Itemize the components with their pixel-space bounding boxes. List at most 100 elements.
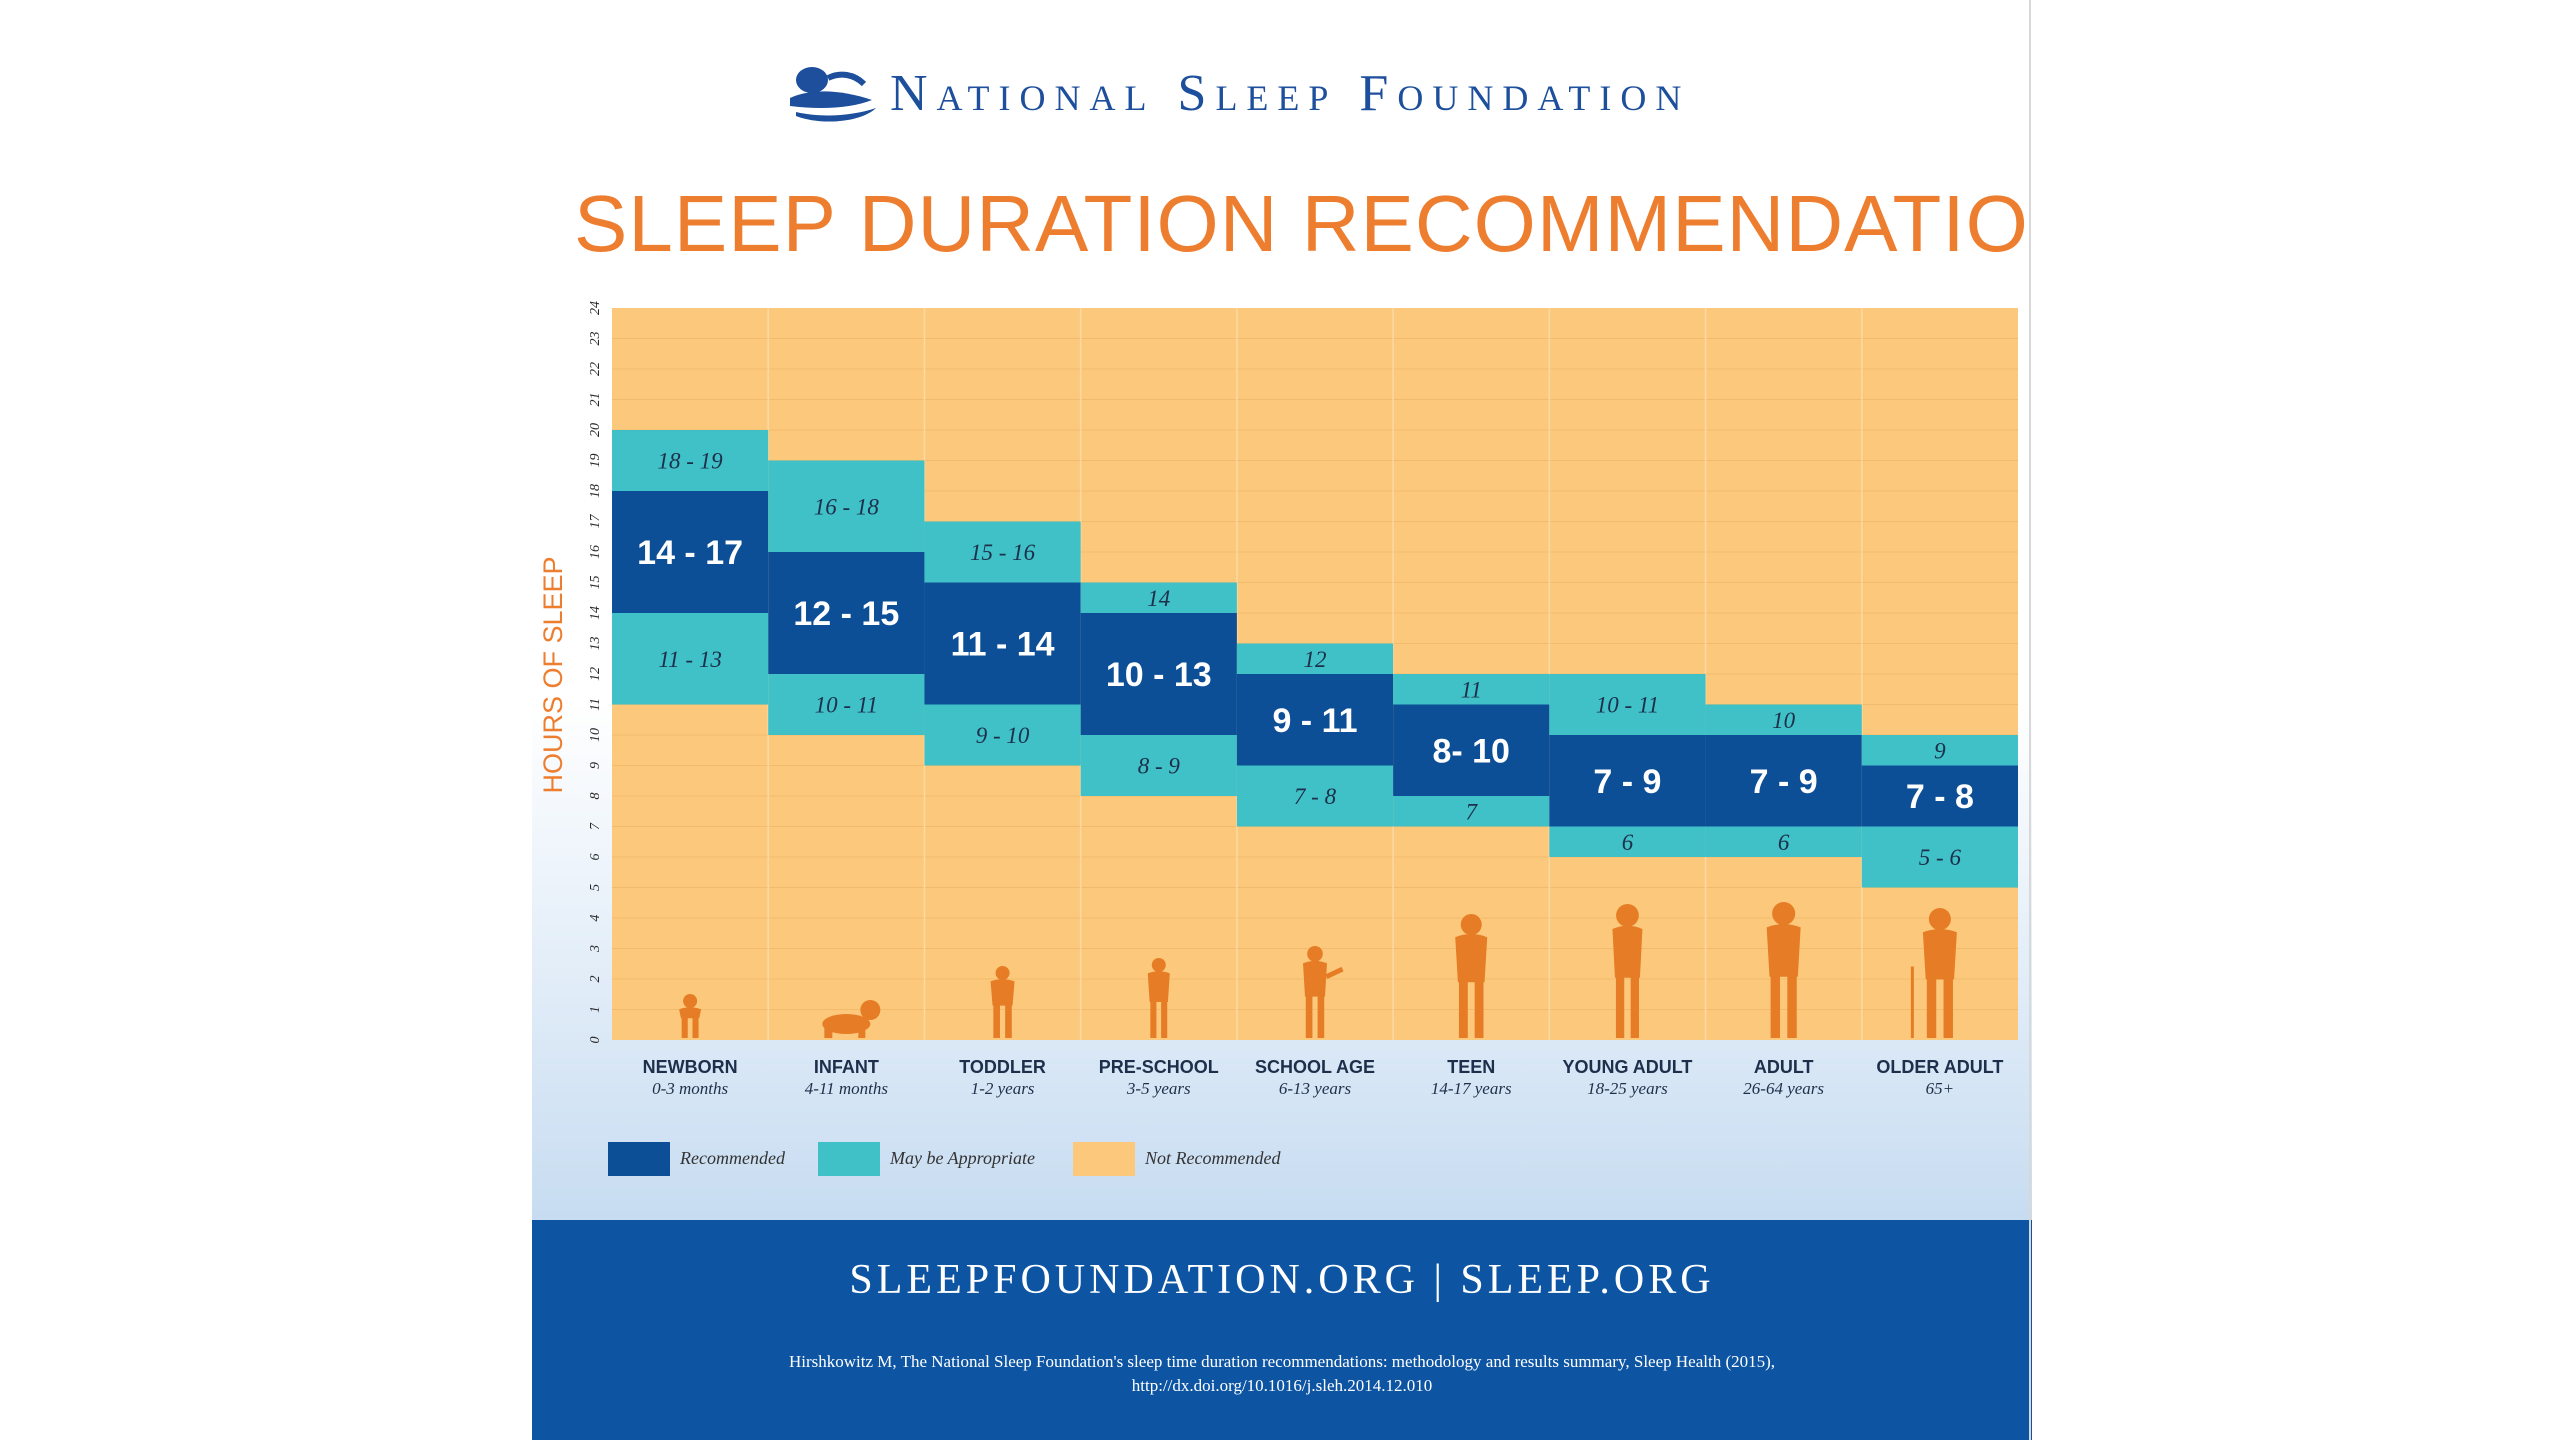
may-be-appropriate-bar bbox=[612, 430, 769, 491]
citation: Hirshkowitz M, The National Sleep Founda… bbox=[632, 1350, 1932, 1398]
legend-swatch bbox=[818, 1142, 880, 1176]
recommended-bar bbox=[612, 491, 769, 613]
y-tick-label: 22 bbox=[588, 362, 603, 376]
y-tick-label: 12 bbox=[588, 667, 603, 681]
y-tick-label: 16 bbox=[588, 545, 603, 559]
y-tick-label: 19 bbox=[588, 454, 603, 468]
footer: SLEEPFOUNDATION.ORG | SLEEP.ORG Hirshkow… bbox=[532, 1220, 2032, 1440]
y-tick-label: 10 bbox=[588, 728, 603, 742]
may-be-appropriate-bar bbox=[1393, 796, 1550, 827]
y-tick-label: 9 bbox=[588, 762, 603, 769]
may-be-appropriate-label: 14 bbox=[1147, 586, 1170, 611]
crawling-infant-silhouette-icon bbox=[822, 1000, 881, 1038]
y-tick-label: 5 bbox=[588, 884, 603, 891]
citation-text: Hirshkowitz M, The National Sleep Founda… bbox=[788, 1352, 1776, 1371]
category-label: SCHOOL AGE bbox=[1255, 1057, 1375, 1077]
y-tick-label: 8 bbox=[588, 793, 603, 800]
category-age-range: 1-2 years bbox=[971, 1079, 1035, 1098]
sleeping-figure-logo-icon bbox=[790, 67, 876, 122]
may-be-appropriate-bar bbox=[1705, 826, 1862, 857]
y-tick-label: 14 bbox=[588, 606, 603, 620]
may-be-appropriate-label: 18 - 19 bbox=[658, 449, 724, 474]
may-be-appropriate-bar bbox=[768, 460, 925, 552]
may-be-appropriate-label: 6 bbox=[1778, 830, 1790, 855]
may-be-appropriate-label: 6 bbox=[1622, 830, 1634, 855]
may-be-appropriate-label: 9 - 10 bbox=[976, 723, 1030, 748]
y-tick-label: 6 bbox=[588, 854, 603, 861]
may-be-appropriate-bar bbox=[1080, 735, 1237, 796]
category-age-range: 0-3 months bbox=[652, 1079, 728, 1098]
category-label: YOUNG ADULT bbox=[1562, 1057, 1692, 1077]
recommended-label: 7 - 9 bbox=[1750, 763, 1818, 801]
may-be-appropriate-bar bbox=[1393, 674, 1550, 705]
older-adult-cane-silhouette-icon bbox=[1910, 908, 1957, 1038]
may-be-appropriate-label: 7 - 8 bbox=[1294, 784, 1337, 809]
recommended-label: 10 - 13 bbox=[1106, 656, 1212, 694]
y-tick-label: 21 bbox=[588, 393, 603, 407]
may-be-appropriate-bar bbox=[1236, 643, 1394, 674]
y-tick-label: 18 bbox=[588, 484, 603, 498]
may-be-appropriate-label: 15 - 16 bbox=[970, 540, 1036, 565]
category-age-range: 3-5 years bbox=[1126, 1079, 1191, 1098]
may-be-appropriate-label: 11 bbox=[1461, 677, 1482, 702]
child-playing-silhouette-icon bbox=[1303, 946, 1344, 1038]
y-tick-label: 11 bbox=[588, 698, 603, 711]
recommended-bar bbox=[1080, 613, 1237, 735]
recommended-bar bbox=[768, 552, 925, 674]
y-tick-label: 24 bbox=[588, 301, 603, 315]
may-be-appropriate-label: 10 - 11 bbox=[1596, 693, 1659, 718]
may-be-appropriate-bar bbox=[612, 613, 769, 705]
y-tick-label: 23 bbox=[588, 332, 603, 346]
may-be-appropriate-label: 16 - 18 bbox=[814, 494, 880, 519]
y-tick-label: 1 bbox=[588, 1006, 603, 1013]
may-be-appropriate-bar bbox=[768, 674, 925, 735]
may-be-appropriate-label: 7 bbox=[1465, 799, 1478, 824]
category-age-range: 65+ bbox=[1926, 1079, 1954, 1098]
category-label: ADULT bbox=[1754, 1057, 1814, 1077]
recommended-bar bbox=[1705, 735, 1862, 827]
recommended-bar bbox=[1236, 674, 1394, 766]
category-label: INFANT bbox=[814, 1057, 879, 1077]
recommended-bar bbox=[924, 582, 1081, 705]
y-tick-label: 7 bbox=[588, 822, 603, 830]
may-be-appropriate-label: 9 bbox=[1934, 738, 1946, 763]
recommended-label: 9 - 11 bbox=[1272, 702, 1357, 740]
y-tick-label: 13 bbox=[588, 637, 603, 651]
y-tick-label: 20 bbox=[588, 423, 603, 437]
citation-doi[interactable]: http://dx.doi.org/10.1016/j.sleh.2014.12… bbox=[1131, 1376, 1433, 1395]
recommended-bar bbox=[1393, 704, 1550, 796]
category-age-range: 4-11 months bbox=[805, 1079, 889, 1098]
preschooler-silhouette-icon bbox=[1147, 958, 1170, 1038]
category-label: NEWBORN bbox=[643, 1057, 738, 1077]
may-be-appropriate-label: 11 - 13 bbox=[658, 647, 721, 672]
may-be-appropriate-bar bbox=[1861, 735, 2018, 766]
legend-label: Recommended bbox=[680, 1148, 785, 1168]
recommended-label: 11 - 14 bbox=[951, 626, 1055, 664]
recommended-label: 8- 10 bbox=[1432, 732, 1510, 770]
recommended-label: 7 - 8 bbox=[1906, 778, 1974, 816]
may-be-appropriate-label: 10 bbox=[1772, 708, 1796, 733]
sleep-chart: 11 - 13 14 - 17 18 - 19 10 - 11 12 - 15 16 - … bbox=[538, 301, 2018, 1098]
may-be-appropriate-label: 8 - 9 bbox=[1138, 754, 1181, 779]
category-label: PRE-SCHOOL bbox=[1099, 1057, 1219, 1077]
toddler-silhouette-icon bbox=[990, 966, 1015, 1038]
y-tick-label: 17 bbox=[588, 514, 603, 529]
recommended-bar bbox=[1861, 765, 2018, 827]
category-label: OLDER ADULT bbox=[1876, 1057, 2003, 1077]
newborn-silhouette-icon bbox=[679, 994, 702, 1038]
category-age-range: 14-17 years bbox=[1431, 1079, 1512, 1098]
y-tick-label: 4 bbox=[588, 915, 603, 922]
young-adult-silhouette-icon bbox=[1612, 904, 1643, 1038]
may-be-appropriate-bar bbox=[1705, 704, 1862, 735]
adult-woman-silhouette-icon bbox=[1766, 902, 1801, 1038]
y-tick-label: 2 bbox=[588, 976, 603, 983]
y-tick-label: 3 bbox=[588, 945, 603, 953]
legend-swatch bbox=[608, 1142, 670, 1176]
recommended-label: 7 - 9 bbox=[1593, 763, 1661, 801]
organization-name: National Sleep Foundation bbox=[890, 65, 1691, 122]
may-be-appropriate-bar bbox=[1549, 674, 1706, 735]
category-age-range: 18-25 years bbox=[1587, 1079, 1668, 1098]
may-be-appropriate-bar bbox=[924, 704, 1081, 766]
legend-swatch bbox=[1073, 1142, 1135, 1176]
recommended-label: 12 - 15 bbox=[793, 595, 899, 633]
